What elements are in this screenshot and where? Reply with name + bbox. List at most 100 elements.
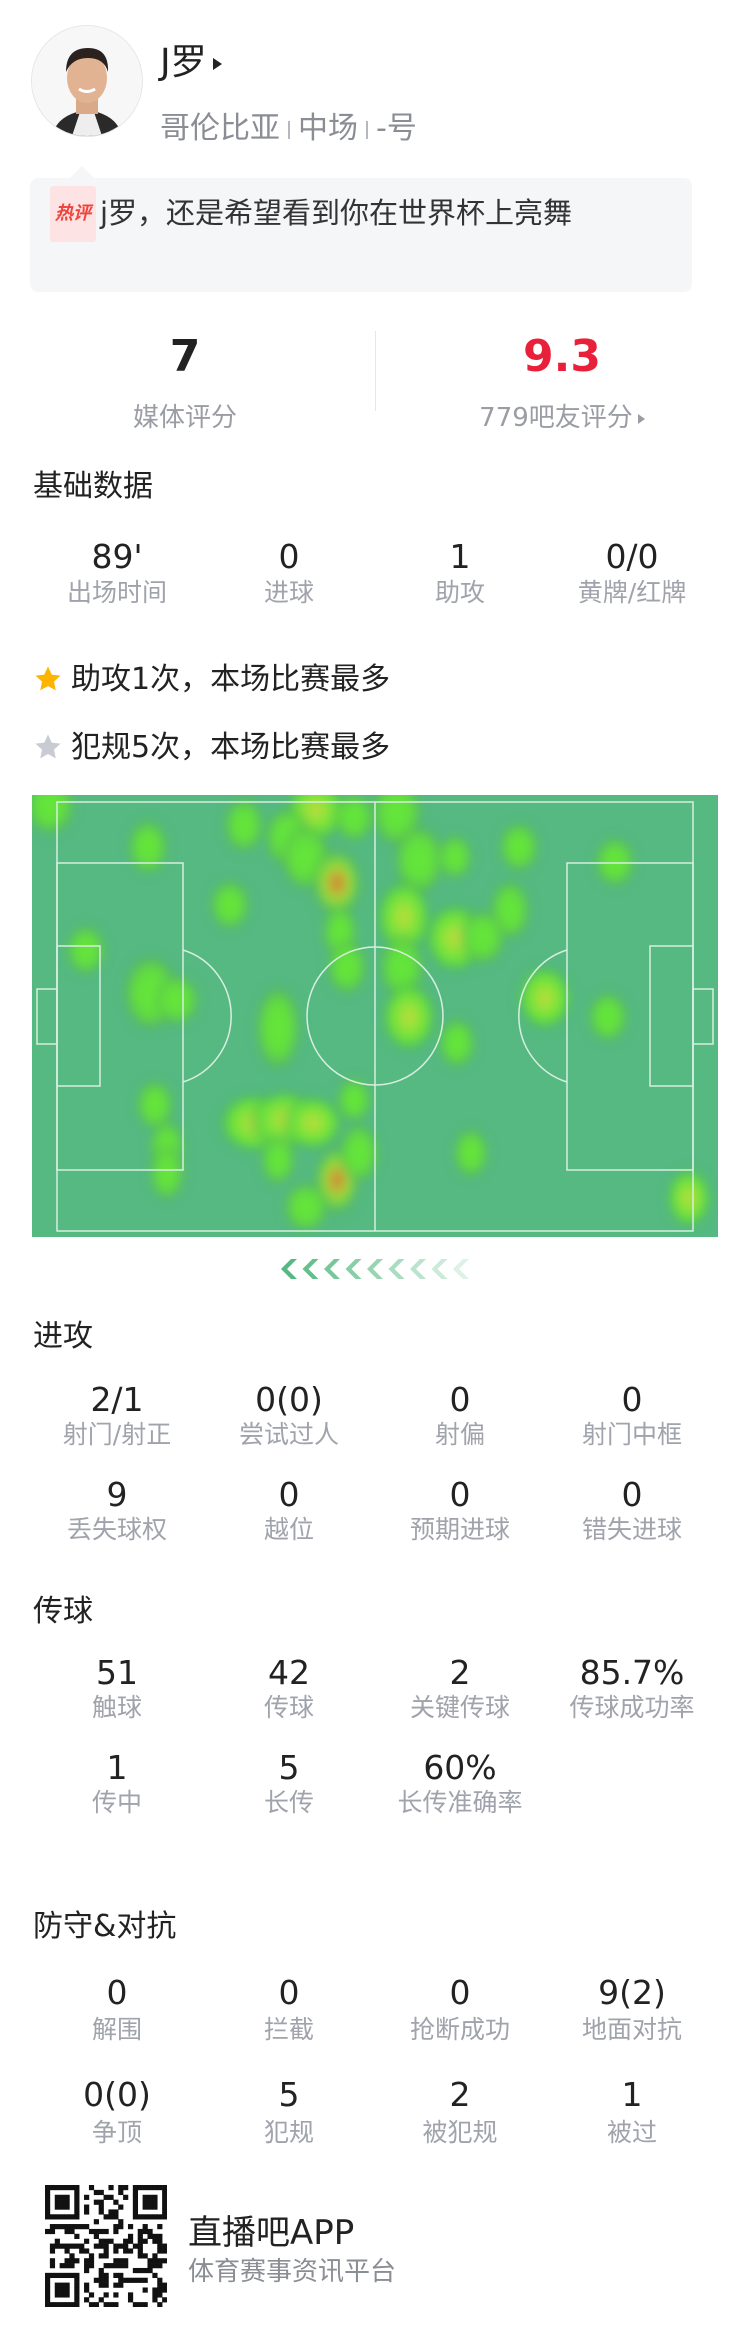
heat-spot: [375, 878, 433, 956]
stat-value: 0: [106, 1973, 128, 2012]
stat-item: 0 进球: [203, 537, 375, 609]
stat-label: 射门中框: [581, 1420, 682, 1449]
heat-spot: [594, 836, 636, 888]
heat-spot: [335, 1076, 373, 1124]
stat-value: 1: [621, 2075, 643, 2114]
stat-value: 9: [106, 1475, 128, 1514]
chevron-left-icon: [410, 1259, 426, 1279]
stat-item: 42 传球: [203, 1653, 375, 1724]
stat-label: 射偏: [434, 1420, 485, 1449]
stat-value: 2: [449, 2075, 471, 2114]
stat-item: 51 触球: [31, 1653, 203, 1724]
stat-value: 1: [449, 537, 471, 576]
stat-item: 60% 长传准确率: [374, 1748, 546, 1819]
stat-label: 黄牌/红牌: [577, 578, 687, 607]
stat-value: 0: [278, 1475, 300, 1514]
stat-label: 解围: [91, 2015, 142, 2044]
stat-label: 传球: [263, 1693, 314, 1722]
stat-item: 2/1 射门/射正: [31, 1380, 203, 1451]
stat-label: 尝试过人: [238, 1420, 339, 1449]
divider: [288, 120, 290, 139]
stat-value: 0: [278, 1973, 300, 2012]
heatmap-pitch: [32, 795, 718, 1237]
stat-label: 拦截: [263, 2015, 314, 2044]
stat-value: 0(0): [83, 2075, 151, 2114]
stat-label: 丢失球权: [66, 1515, 167, 1544]
section-title-basic: 基础数据: [33, 469, 153, 504]
fan-rating-value: 9.3: [523, 331, 601, 382]
heat-spot: [32, 795, 76, 837]
section-title-passing: 传球: [33, 1594, 93, 1629]
stat-label: 进球: [263, 578, 314, 607]
player-name: J罗: [160, 42, 207, 83]
stat-value: 0: [449, 1380, 471, 1419]
chevron-left-icon: [388, 1259, 405, 1279]
stat-label: 出场时间: [66, 578, 167, 607]
chevron-left-icon: [367, 1259, 383, 1279]
hot-comment: 热评 j罗，还是希望看到你在世界杯上亮舞: [50, 186, 670, 242]
stat-label: 长传: [263, 1788, 314, 1817]
player-country: 哥伦比亚: [160, 111, 280, 146]
stat-item: 2 关键传球: [374, 1653, 546, 1724]
stat-item: 0/0 黄牌/红牌: [546, 537, 718, 609]
stat-value: 2: [449, 1653, 471, 1692]
stat-label: 越位: [263, 1515, 314, 1544]
stat-item: 0 解围: [31, 1973, 203, 2046]
heat-spot: [153, 974, 201, 1026]
stat-item: 1 助攻: [374, 537, 546, 609]
heat-spot: [333, 795, 375, 843]
heat-spot: [326, 938, 368, 996]
stat-item: 0(0) 争顶: [31, 2075, 203, 2149]
heat-spot: [380, 980, 438, 1054]
media-rating-value: 7: [169, 331, 201, 382]
stat-label: 触球: [91, 1693, 142, 1722]
caret-right-icon: [212, 58, 222, 70]
stat-label: 助攻: [434, 578, 485, 607]
heat-spot: [587, 991, 629, 1043]
stat-value: 0/0: [605, 537, 659, 576]
stat-value: 2/1: [90, 1380, 144, 1419]
stat-item: 0 越位: [203, 1475, 375, 1546]
player-name-link[interactable]: J罗: [160, 40, 222, 86]
hot-comment-badge: 热评: [50, 186, 96, 242]
stat-label: 传中: [91, 1788, 142, 1817]
stat-label: 长传准确率: [397, 1788, 523, 1817]
heat-spot: [135, 1079, 175, 1131]
stat-label: 地面对抗: [581, 2015, 682, 2044]
stat-value: 5: [278, 1748, 300, 1787]
stat-item: 5 长传: [203, 1748, 375, 1819]
section-title-attack: 进攻: [33, 1319, 93, 1354]
stat-item: 0 拦截: [203, 1973, 375, 2046]
heat-spot: [65, 924, 107, 976]
heat-spot: [665, 1166, 713, 1230]
stat-item: 5 犯规: [203, 2075, 375, 2149]
stat-label: 错失进球: [581, 1515, 682, 1544]
stat-item: 0 射偏: [374, 1380, 546, 1451]
player-number: -号: [376, 111, 417, 146]
stat-item: 1 传中: [31, 1748, 203, 1819]
heat-spot: [209, 879, 251, 931]
rating-divider: [375, 331, 376, 411]
stat-item: 0 抢断成功: [374, 1973, 546, 2046]
highlight-assists: 助攻1次，本场比赛最多: [33, 660, 390, 700]
stat-item: 0(0) 尝试过人: [203, 1380, 375, 1451]
pitch-lines: [36, 801, 714, 1232]
stat-label: 预期进球: [409, 1515, 510, 1544]
hot-comment-box[interactable]: [30, 178, 692, 292]
stat-item: 89' 出场时间: [31, 537, 203, 609]
heat-spot: [259, 1134, 297, 1186]
star-gold-icon: [35, 666, 61, 691]
stat-value: 1: [106, 1748, 128, 1787]
stat-label: 关键传球: [409, 1693, 510, 1722]
stat-item: 0 射门中框: [546, 1380, 718, 1451]
heat-spot: [223, 796, 265, 854]
chevron-left-icon: [302, 1259, 319, 1279]
app-name: 直播吧APP: [188, 2213, 355, 2253]
heat-spot: [282, 1181, 330, 1233]
star-silver-icon: [35, 734, 61, 759]
stat-item: 2 被犯规: [374, 2075, 546, 2149]
stat-item: 85.7% 传球成功率: [546, 1653, 718, 1724]
player-avatar[interactable]: [31, 25, 143, 137]
heat-spot: [338, 1121, 380, 1185]
fan-rating-link[interactable]: 779吧友评分: [412, 402, 712, 434]
